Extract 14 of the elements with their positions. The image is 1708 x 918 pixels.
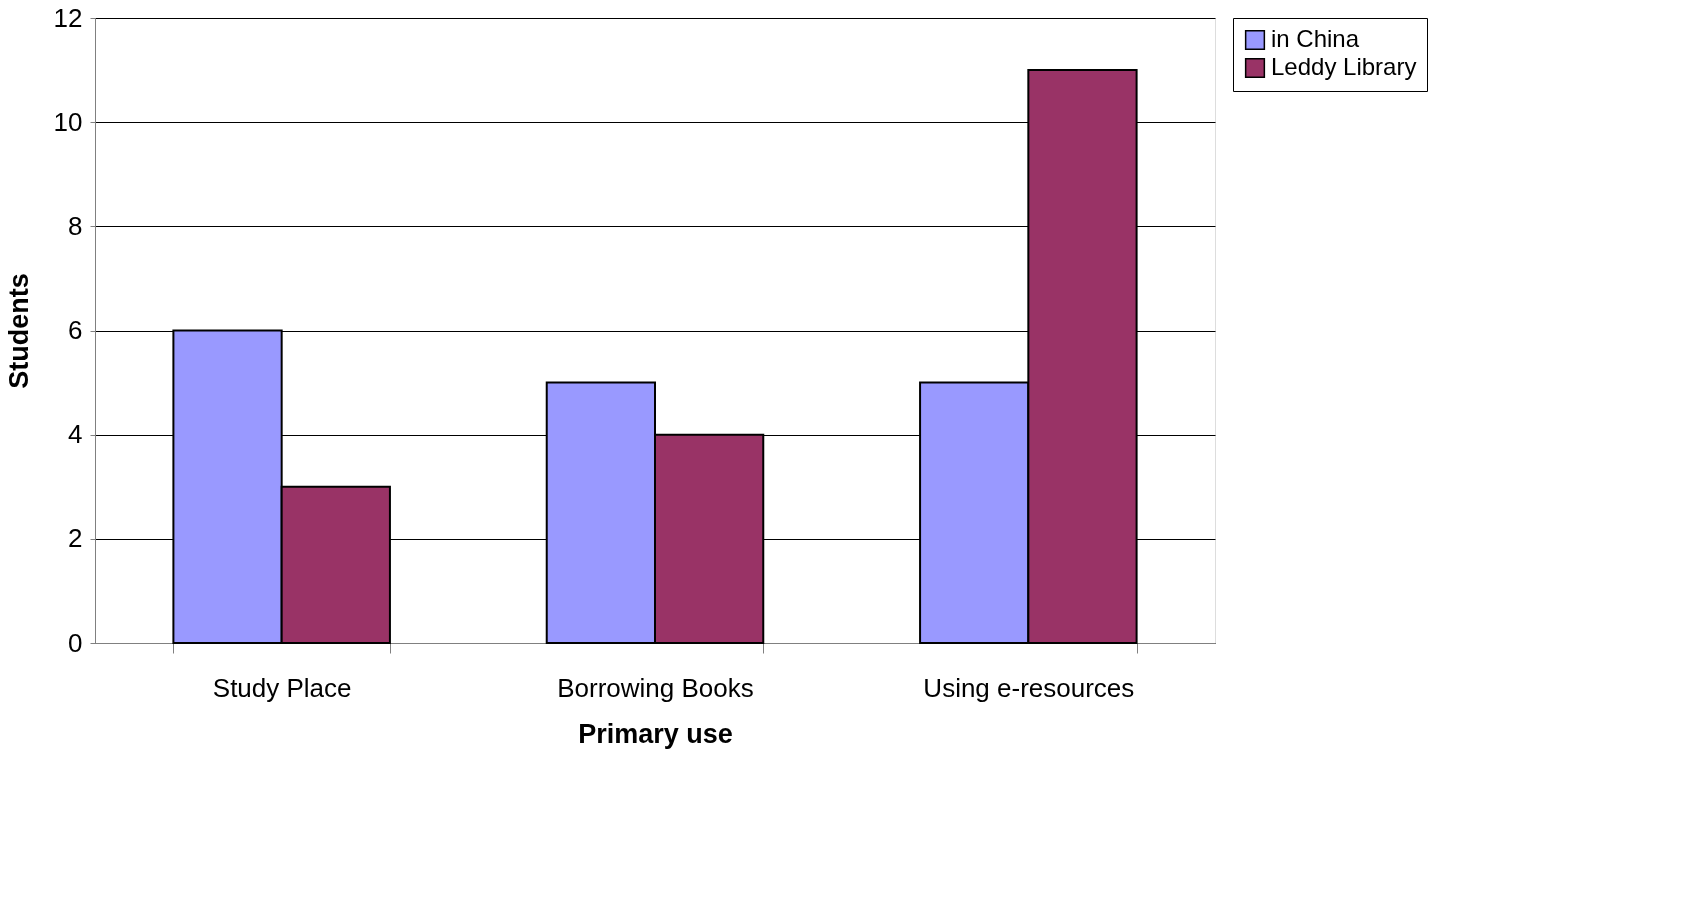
y-axis-title: Students — [3, 273, 34, 389]
y-tick-label: 12 — [53, 2, 83, 33]
y-tick-label: 6 — [68, 315, 83, 345]
legend-label: Leddy Library — [1271, 53, 1417, 80]
y-tick-label: 8 — [68, 210, 83, 241]
x-tick-label: Borrowing Books — [557, 672, 754, 703]
y-tick-label: 4 — [68, 419, 83, 450]
y-tick-label: 2 — [68, 523, 83, 554]
x-tick-label: Using e-resources — [923, 672, 1135, 703]
y-tick-label: 0 — [68, 627, 83, 658]
legend-label: in China — [1271, 25, 1360, 52]
x-axis-title: Primary use — [578, 718, 733, 749]
x-tick-label: Study Place — [212, 672, 352, 703]
y-tick-label: 10 — [53, 106, 83, 137]
